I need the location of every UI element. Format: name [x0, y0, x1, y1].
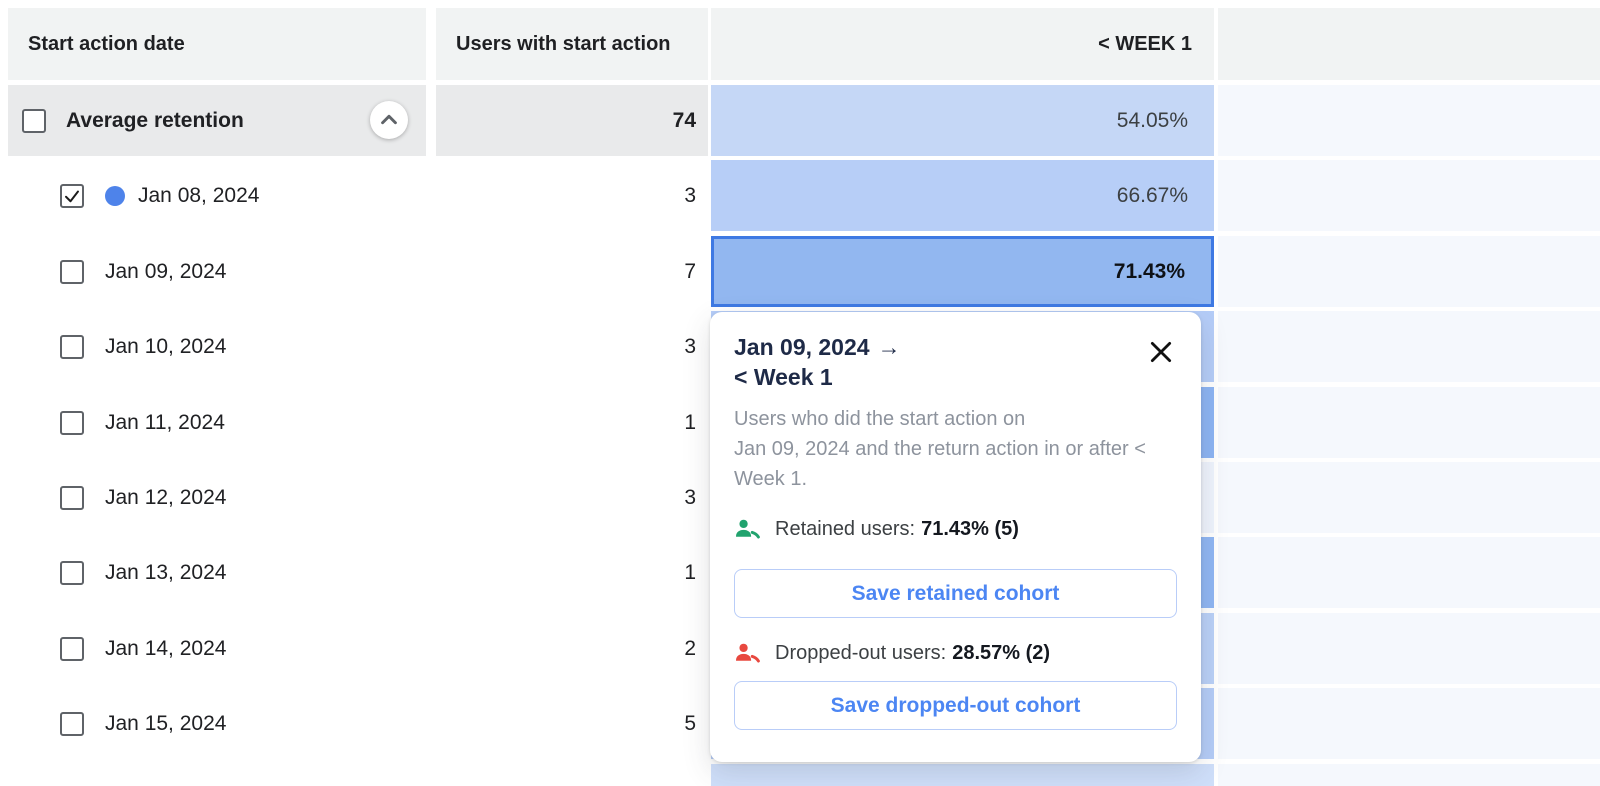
- average-retention-label-cell: Average retention: [8, 85, 426, 156]
- row-checkbox[interactable]: [60, 711, 84, 736]
- dropped-users-label: Dropped-out users:: [775, 642, 947, 664]
- spacer-cell-partial: [1218, 764, 1600, 786]
- header-week1: < WEEK 1: [711, 8, 1214, 80]
- row-checkbox[interactable]: [60, 334, 84, 359]
- header-start-action-date: Start action date: [8, 8, 426, 80]
- row-users-value: 5: [684, 711, 696, 735]
- spacer-cell: [1218, 311, 1600, 382]
- average-week1-cell[interactable]: 54.05%: [711, 85, 1214, 156]
- table-header-row: Start action date Users with start actio…: [0, 8, 1600, 80]
- average-week1-value: 54.05%: [1116, 108, 1188, 132]
- row-label-cell: Jan 15, 2024: [8, 688, 426, 759]
- series-color-dot: [105, 185, 125, 206]
- row-date-label: Jan 09, 2024: [105, 259, 227, 283]
- dropped-person-icon: [736, 643, 760, 663]
- row-checkbox[interactable]: [60, 410, 84, 435]
- row-checkbox[interactable]: [60, 636, 84, 661]
- retained-users-label: Retained users:: [775, 518, 916, 540]
- spacer-cell: [1218, 85, 1600, 156]
- week1-cell-partial[interactable]: [711, 764, 1214, 786]
- save-retained-cohort-button[interactable]: Save retained cohort: [734, 569, 1177, 618]
- popup-description-line1: Users who did the start action on: [734, 408, 1026, 430]
- spacer-cell: [1218, 688, 1600, 759]
- average-users-value: 74: [436, 85, 708, 156]
- row-users-value: 1: [684, 410, 696, 434]
- checkmark-icon: [65, 190, 79, 202]
- row-date-label: Jan 15, 2024: [105, 711, 227, 735]
- popup-description: Users who did the start action on Jan 09…: [734, 404, 1177, 494]
- row-date-label: Jan 14, 2024: [105, 636, 227, 660]
- header-users-with-start-action: Users with start action: [436, 8, 708, 80]
- row-checkbox[interactable]: [60, 560, 84, 585]
- collapse-button[interactable]: [370, 101, 408, 139]
- chevron-up-icon: [381, 114, 397, 125]
- popup-title-date: Jan 09, 2024: [734, 334, 870, 360]
- row-label-cell: Jan 09, 2024: [8, 236, 426, 307]
- retained-users-line: Retained users: 71.43% (5): [734, 516, 1177, 543]
- popup-description-line2: Jan 09, 2024 and the return action in or…: [734, 438, 1146, 490]
- row-users-value: 3: [684, 183, 696, 207]
- close-button[interactable]: [1147, 338, 1175, 366]
- row-date-label: Jan 08, 2024: [138, 183, 260, 207]
- row-label-cell: Jan 08, 2024: [8, 160, 426, 231]
- spacer-cell: [1218, 613, 1600, 684]
- row-label-cell: Jan 12, 2024: [8, 462, 426, 533]
- row-checkbox-checked[interactable]: [60, 183, 84, 208]
- week1-value: 66.67%: [1116, 183, 1188, 207]
- week1-value: 71.43%: [1113, 259, 1185, 283]
- row-date-label: Jan 11, 2024: [105, 410, 225, 434]
- row-date-label: Jan 10, 2024: [105, 334, 227, 358]
- average-retention-row: Average retention 74 54.05%: [0, 85, 1600, 156]
- retained-users-value: 71.43% (5): [921, 518, 1019, 540]
- week1-cell-selected[interactable]: 71.43%: [711, 236, 1214, 307]
- row-checkbox[interactable]: [60, 259, 84, 284]
- dropped-users-value: 28.57% (2): [952, 642, 1051, 664]
- header-spacer-cell: [1218, 8, 1600, 80]
- popup-title-bucket: < Week 1: [734, 364, 833, 390]
- cell-detail-popup: Jan 09, 2024 → < Week 1 Users who did the…: [710, 312, 1201, 762]
- row-label-cell: Jan 10, 2024: [8, 311, 426, 382]
- spacer-cell: [1218, 462, 1600, 533]
- row-users-value: 3: [684, 485, 696, 509]
- spacer-cell: [1218, 537, 1600, 608]
- row-users-value: 7: [684, 259, 696, 283]
- close-icon: [1150, 341, 1172, 363]
- table-row-jan09: Jan 09, 2024 7 71.43%: [0, 236, 1600, 307]
- popup-title: Jan 09, 2024 → < Week 1: [734, 332, 1177, 392]
- row-date-label: Jan 13, 2024: [105, 560, 227, 584]
- week1-cell[interactable]: 66.67%: [711, 160, 1214, 231]
- average-retention-label: Average retention: [66, 108, 244, 132]
- row-checkbox[interactable]: [60, 485, 84, 510]
- row-date-label: Jan 12, 2024: [105, 485, 227, 509]
- row-label-cell: Jan 13, 2024: [8, 537, 426, 608]
- spacer-cell: [1218, 236, 1600, 307]
- row-users-value: 1: [684, 560, 696, 584]
- spacer-cell: [1218, 160, 1600, 231]
- arrow-right-icon: →: [877, 334, 901, 360]
- row-users-value: 3: [684, 334, 696, 358]
- save-dropped-cohort-button[interactable]: Save dropped-out cohort: [734, 681, 1177, 730]
- average-retention-checkbox[interactable]: [22, 108, 46, 133]
- row-users-value: 2: [684, 636, 696, 660]
- table-row-jan08: Jan 08, 2024 3 66.67%: [0, 160, 1600, 231]
- spacer-cell: [1218, 387, 1600, 458]
- retained-person-icon: [736, 519, 760, 539]
- dropped-users-line: Dropped-out users: 28.57% (2): [734, 640, 1177, 667]
- row-label-cell: Jan 14, 2024: [8, 613, 426, 684]
- row-label-cell: Jan 11, 2024: [8, 387, 426, 458]
